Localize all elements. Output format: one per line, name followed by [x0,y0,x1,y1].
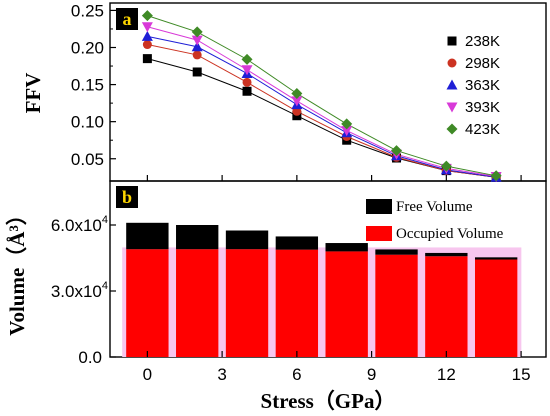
panel-a-y-tick-label: 0.05 [71,150,104,169]
bar-free-volume [425,252,468,257]
data-point-238K [242,86,252,96]
data-point-423K [191,26,203,38]
panel-a-series-lines [147,15,497,178]
data-point-298K [192,50,202,60]
bar-free-volume [225,230,269,250]
x-tick-label: 6 [292,365,301,384]
data-point-393K [291,96,303,107]
bar-occupied-volume [375,254,418,357]
data-point-393K [191,35,203,46]
data-point-298K [142,40,152,50]
bar-occupied-volume [225,249,269,357]
x-tick-label: 0 [143,365,152,384]
panel-a-label-box [116,8,138,30]
panel-b-y-axis: 0.0 3.0x104 6.0x104 [51,214,116,367]
panel-a-markers [141,10,502,183]
legend-swatch-occupied-volume [366,226,392,241]
data-point-423K [440,160,452,172]
legend-label-free-volume: Free Volume [396,199,473,215]
data-point-363K [141,30,153,41]
panel-b-label: b [122,187,132,207]
x-tick-label: 3 [217,365,226,384]
data-point-423K [391,145,403,157]
legend-marker-393K [446,102,458,113]
legend-marker-363K [446,79,458,90]
bar-occupied-volume [275,249,319,357]
series-line-298K [147,44,497,178]
bar-free-volume [375,249,418,255]
x-tick-label: 15 [512,365,531,384]
bar-occupied-volume [126,249,169,357]
bar-occupied-volume [325,251,368,357]
panel-a-y-tick-label: 0.10 [71,113,104,132]
data-point-393K [141,22,153,33]
panel-b-y-tick-label: 3.0x104 [51,280,108,301]
legend-marker-423K [446,123,458,135]
panel-a-y-tick-label: 0.25 [71,1,104,20]
legend-label-393K: 393K [465,99,500,116]
legend-marker-298K [447,58,457,68]
panel-b-y-tick-label: 0.0 [78,348,102,367]
x-tick-label: 12 [437,365,456,384]
bar-free-volume [126,222,169,250]
legend-marker-238K [447,36,457,46]
panel-a-y-tick-label: 0.15 [71,76,104,95]
bar-occupied-volume [176,249,219,357]
bar-occupied-volume [474,259,518,357]
data-point-238K [192,67,202,77]
legend-label-238K: 238K [465,33,500,50]
panel-a-y-axis: 0.05 0.10 0.15 0.20 0.25 [71,1,116,169]
legend-label-occupied-volume: Occupied Volume [396,226,504,242]
series-line-423K [147,15,497,177]
legend-label-363K: 363K [465,77,500,94]
data-point-393K [341,126,353,137]
x-tick-label: 9 [367,365,376,384]
bar-free-volume [176,225,219,250]
panel-a-legend: 238K 298K 363K 393K 423K [446,33,500,138]
legend-label-298K: 298K [465,55,500,72]
series-line-393K [147,26,497,178]
panel-b-y-axis-title: Volume（Å³） [5,204,29,336]
data-point-423K [490,170,502,182]
data-point-423K [141,10,153,22]
legend-swatch-free-volume [366,199,392,214]
panel-a-y-tick-label: 0.20 [71,39,104,58]
data-point-393K [241,65,253,76]
data-point-423K [341,118,353,130]
panel-b-bars [122,222,522,357]
panel-a-label: a [123,9,132,29]
data-point-298K [242,77,252,87]
data-point-238K [142,54,152,64]
panel-b-y-tick-label: 6.0x104 [51,214,108,235]
panel-b-x-axis: 0 3 6 9 12 15 [143,175,531,384]
data-point-423K [241,53,253,65]
x-axis-title: Stress（GPa） [261,389,396,413]
bar-occupied-volume [425,256,468,357]
panel-b-label-box [116,186,138,208]
series-line-363K [147,35,497,178]
bar-free-volume [275,236,319,250]
bar-free-volume [474,257,518,260]
panel-b-legend: Free Volume Occupied Volume [366,199,504,242]
legend-label-423K: 423K [465,121,500,138]
data-point-363K [191,41,203,52]
data-point-423K [291,87,303,99]
bar-free-volume [325,243,368,252]
panel-a-y-axis-title: FFV [21,73,45,114]
